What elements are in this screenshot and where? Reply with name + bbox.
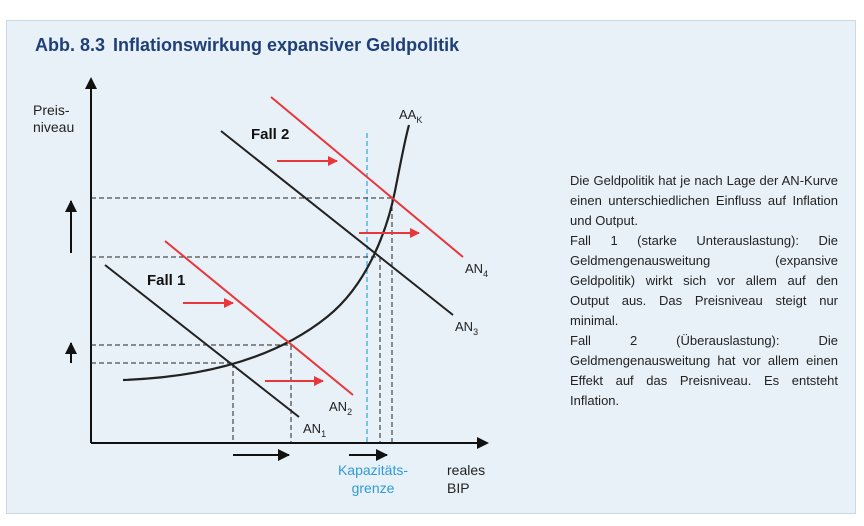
aa-k-label-sub: K <box>416 115 422 125</box>
an-4-label-sub: 4 <box>483 269 488 279</box>
an-1-label-main: AN <box>303 421 321 436</box>
an-2-label-sub: 2 <box>347 407 352 417</box>
an-4-label: AN4 <box>465 261 488 279</box>
description-paragraph-2: Fall 1 (starke Unterauslastung): Die Gel… <box>570 233 838 328</box>
description-paragraph-3: Fall 2 (Überauslastung): Die Geldmengena… <box>570 333 838 408</box>
an-4-label-main: AN <box>465 261 483 276</box>
guide-lines <box>91 197 393 443</box>
an-2-label: AN2 <box>329 399 352 417</box>
y-axis-label-line1: Preis- <box>33 102 70 118</box>
an-1-curve <box>104 264 300 418</box>
figure-panel: Abb. 8.3 Inflationswirkung expansiver Gel… <box>6 20 856 514</box>
an-3-label-sub: 3 <box>473 327 478 337</box>
capacity-label-line2: grenze <box>352 480 395 496</box>
x-axis-arrowhead <box>477 437 489 449</box>
aa-k-curve <box>122 124 411 382</box>
y-axis-label-line2: niveau <box>33 119 74 135</box>
x-axis-label-line1: reales <box>447 462 485 478</box>
description-paragraph-1: Die Geldpolitik hat je nach Lage der AN-… <box>570 173 838 228</box>
economic-diagram: Preis- niveau Fall 2 Fall 1 AAK AN4 AN3 … <box>33 77 489 496</box>
figure-description: Die Geldpolitik hat je nach Lage der AN-… <box>570 171 838 411</box>
aa-k-label-main: AA <box>399 107 417 122</box>
aa-k-label: AAK <box>399 107 422 125</box>
an-1-label-sub: 1 <box>321 429 326 439</box>
an-4-curve <box>270 96 464 258</box>
an-3-label-main: AN <box>455 319 473 334</box>
figure-title-text: Inflationswirkung expansiver Geldpolitik <box>113 35 460 55</box>
fall-2-label: Fall 2 <box>251 126 289 143</box>
an-1-label: AN1 <box>303 421 326 439</box>
fall-1-label: Fall 1 <box>147 272 185 289</box>
an-3-label: AN3 <box>455 319 478 337</box>
y-axis-arrowhead <box>85 77 97 89</box>
figure-title: Abb. 8.3 Inflationswirkung expansiver Gel… <box>35 35 459 56</box>
an-2-label-main: AN <box>329 399 347 414</box>
x-axis-label-line2: BIP <box>447 480 470 496</box>
capacity-label-line1: Kapazitäts- <box>338 462 408 478</box>
figure-number: Abb. 8.3 <box>35 35 106 55</box>
an-3-curve <box>220 130 454 316</box>
an-2-curve <box>164 240 354 396</box>
